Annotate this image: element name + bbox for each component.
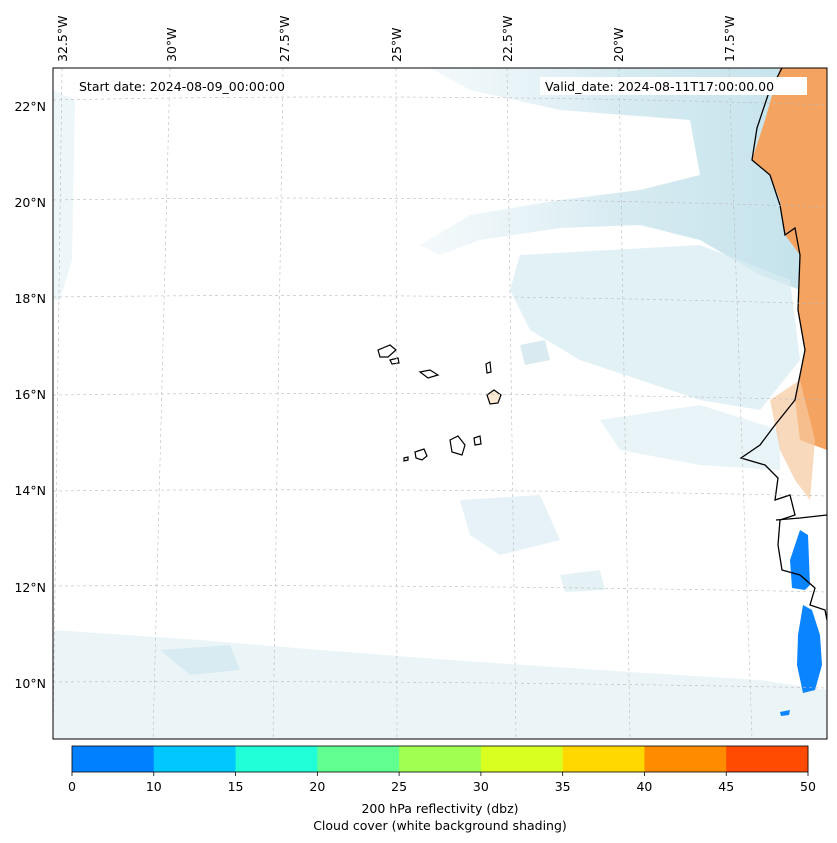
precip-cell-1 xyxy=(790,530,810,590)
lat-label-16n: 16°N xyxy=(14,387,46,402)
precip-cell-3 xyxy=(780,710,790,716)
colorbar-frame xyxy=(71,745,809,773)
lat-label-10n: 10°N xyxy=(14,676,46,691)
lon-label-27-5w: 27.5°W xyxy=(277,16,292,62)
colorbar-segment-8 xyxy=(726,746,809,772)
longitude-labels: 32.5°W 30°W 27.5°W 25°W 22.5°W 20°W 17.5… xyxy=(55,16,737,62)
lon-label-32-5w: 32.5°W xyxy=(55,16,70,62)
colorbar-tick-label-10: 10 xyxy=(146,779,162,794)
colorbar-segment-7 xyxy=(644,746,727,772)
colorbar-tick-label-30: 30 xyxy=(473,779,489,794)
colorbar-tick-label-20: 20 xyxy=(309,779,325,794)
colorbar-tick-label-15: 15 xyxy=(228,779,244,794)
colorbar-segment-3 xyxy=(317,746,400,772)
coastline xyxy=(739,68,827,621)
colorbar-tick-label-25: 25 xyxy=(391,779,407,794)
precip-cell-2 xyxy=(797,605,822,693)
lat-label-20n: 20°N xyxy=(14,195,46,210)
start-date-box xyxy=(73,77,313,95)
colorbar-segment-2 xyxy=(235,746,318,772)
lon-label-30w: 30°W xyxy=(164,27,179,62)
lon-label-20w: 20°W xyxy=(611,27,626,62)
colorbar-segment-1 xyxy=(153,746,237,772)
colorbar-tick-label-45: 45 xyxy=(718,779,734,794)
lat-label-18n: 18°N xyxy=(14,291,46,306)
colorbar-tick-label-50: 50 xyxy=(800,779,816,794)
border-gambia xyxy=(775,514,827,521)
lon-label-22-5w: 22.5°W xyxy=(500,16,515,62)
colorbar-segment-6 xyxy=(562,746,645,772)
lon-label-17-5w: 17.5°W xyxy=(722,16,737,62)
reflectivity-high-shading xyxy=(752,68,827,450)
colorbar-segment-4 xyxy=(399,746,482,772)
cloud-cover-shading xyxy=(53,68,827,739)
colorbar: 0 10 15 20 25 30 35 40 45 50 xyxy=(68,745,816,794)
colorbar-tick-label-35: 35 xyxy=(555,779,571,794)
map-frame xyxy=(52,67,828,740)
lon-label-25w: 25°W xyxy=(389,27,404,62)
lat-label-12n: 12°N xyxy=(14,580,46,595)
lat-label-14n: 14°N xyxy=(14,483,46,498)
colorbar-label-line1: 200 hPa reflectivity (dbz) xyxy=(361,801,519,816)
start-date-label: Start date: 2024-08-09_00:00:00 xyxy=(79,79,285,94)
colorbar-tick-label-0: 0 xyxy=(68,779,76,794)
cape-verde-islands xyxy=(377,344,502,462)
latitude-labels: 22°N 20°N 18°N 16°N 14°N 12°N 10°N xyxy=(14,99,46,691)
valid-date-box xyxy=(540,77,807,95)
valid-date-label: Valid_date: 2024-08-11T17:00:00.00 xyxy=(545,79,774,94)
lat-label-22n: 22°N xyxy=(14,99,46,114)
colorbar-segment-5 xyxy=(480,746,564,772)
colorbar-segment-0 xyxy=(72,746,155,772)
reflectivity-fade-shading xyxy=(770,380,815,500)
colorbar-label-line2: Cloud cover (white background shading) xyxy=(313,818,567,833)
gridlines xyxy=(53,68,827,739)
colorbar-tick-label-40: 40 xyxy=(636,779,652,794)
